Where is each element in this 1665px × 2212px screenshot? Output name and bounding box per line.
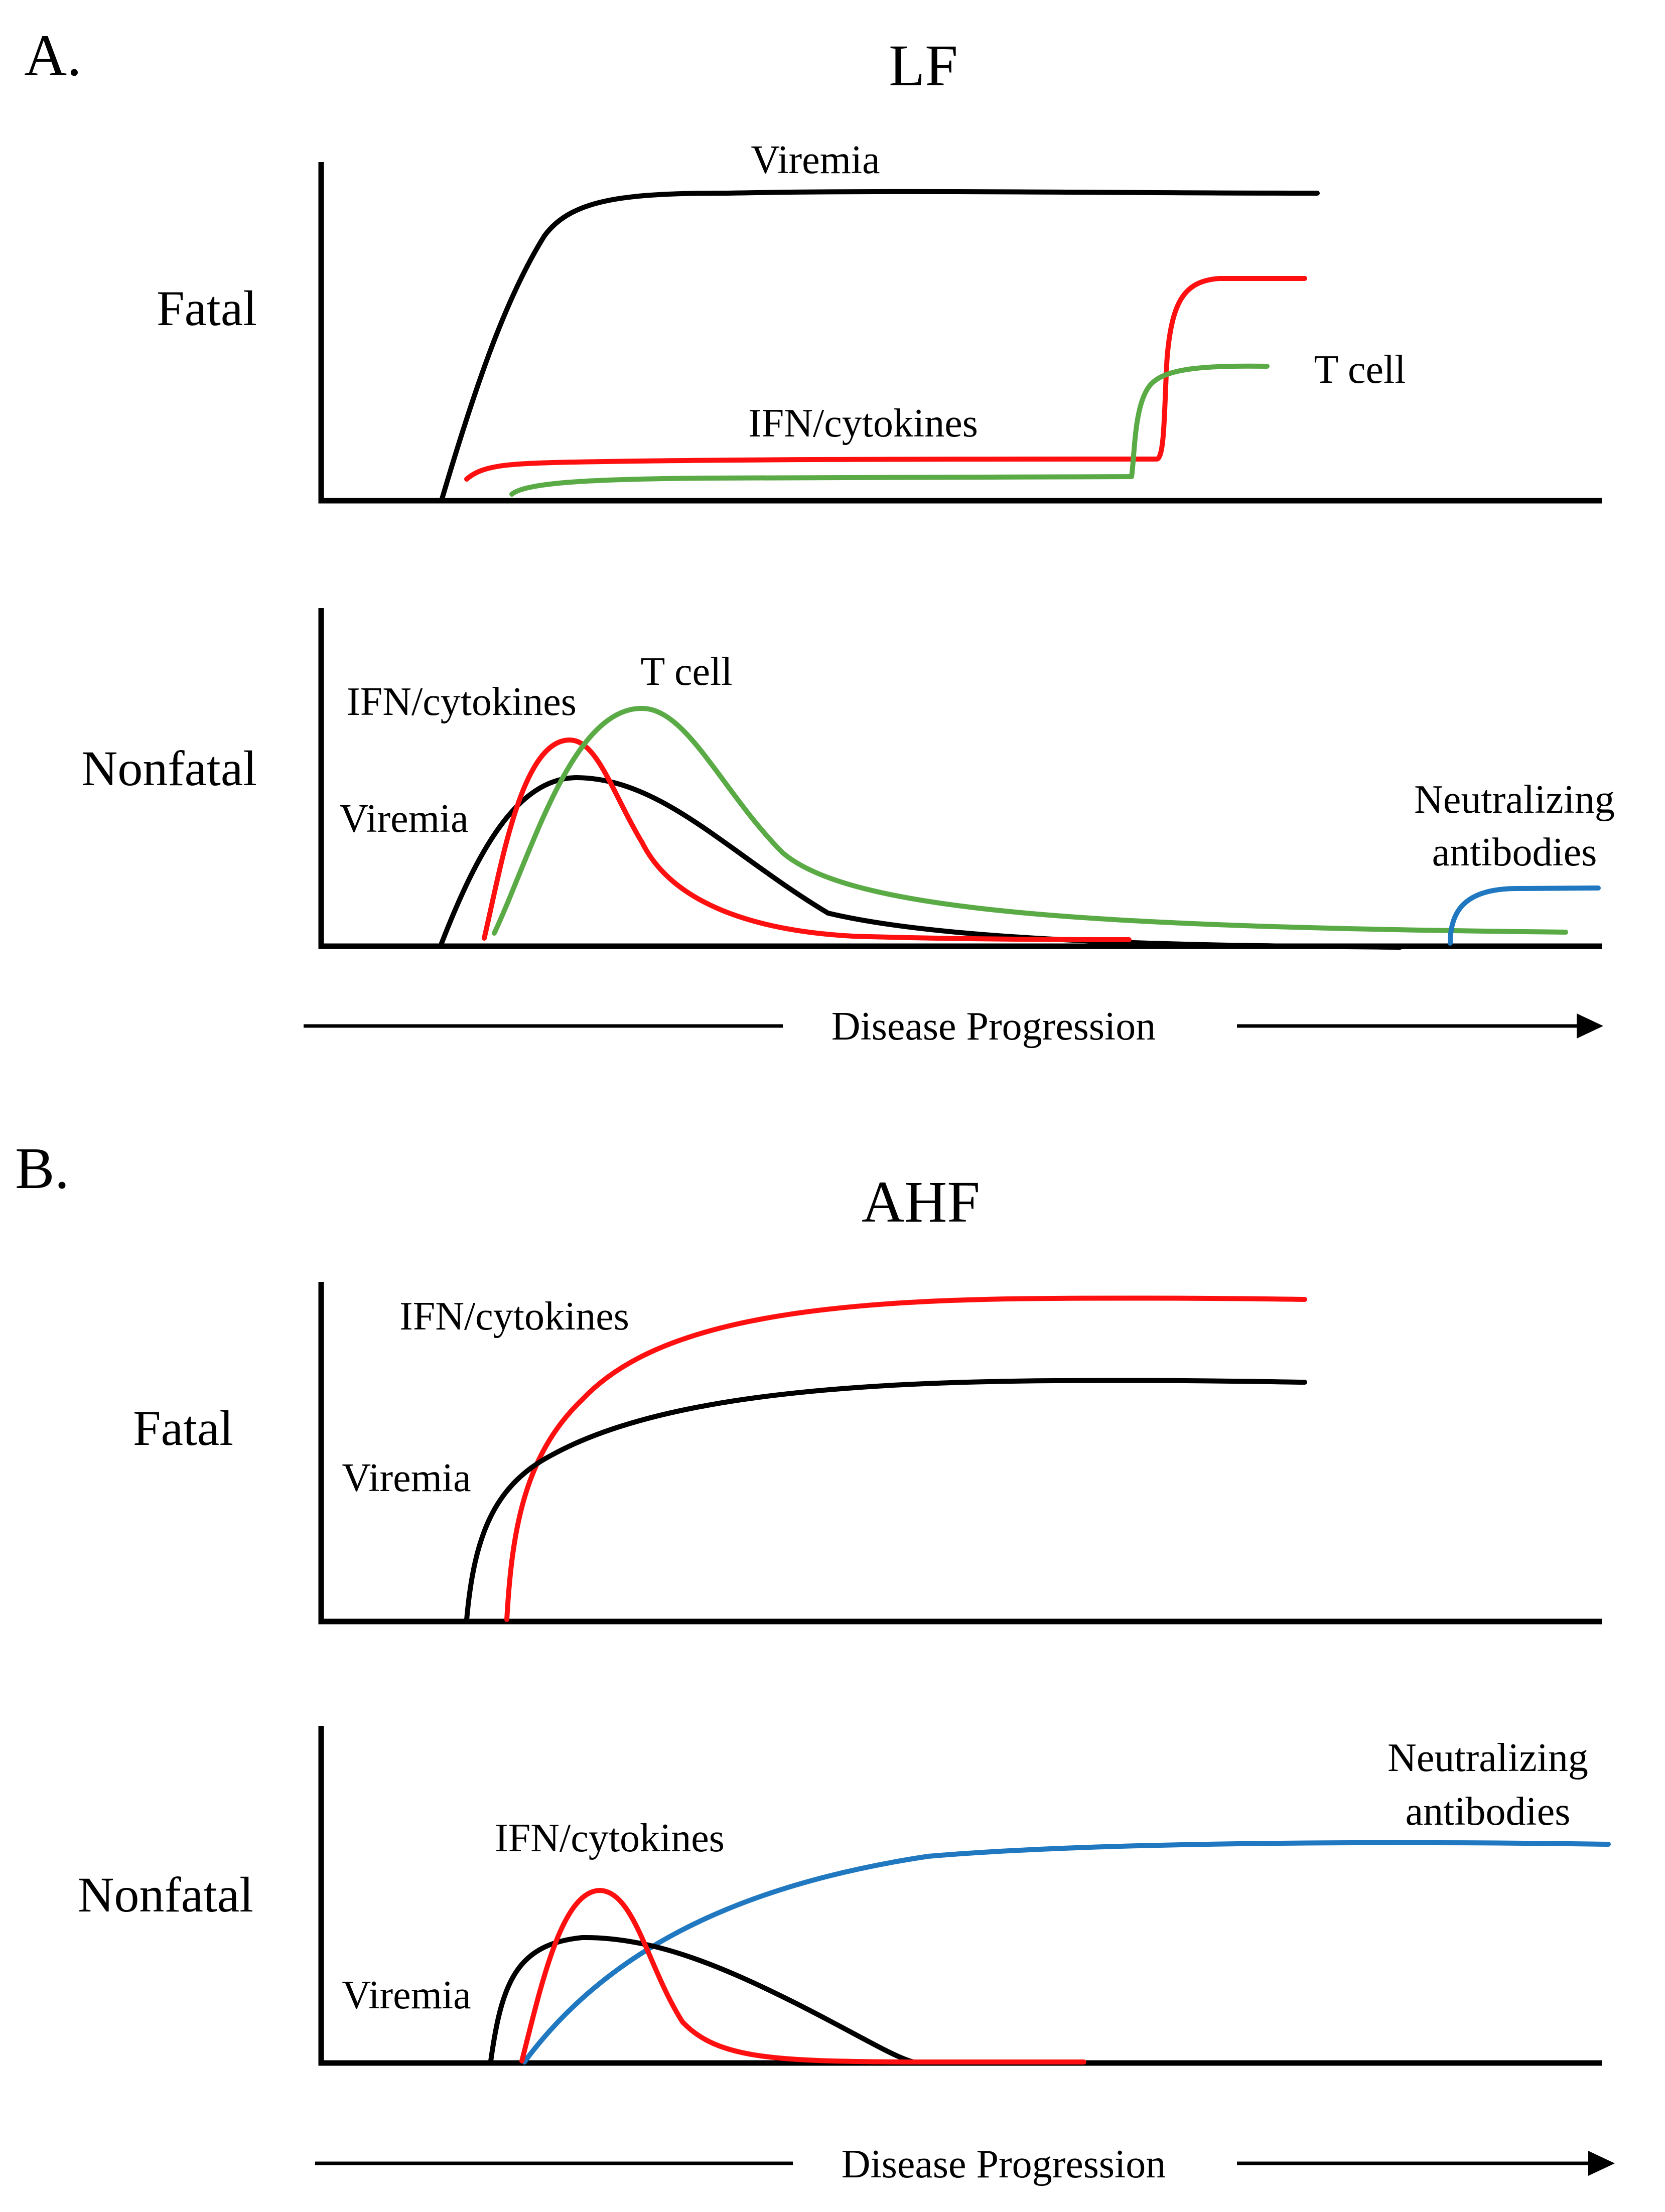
panel-b-fatal-viremia-label: Viremia xyxy=(342,1456,471,1500)
panel-b-nonfatal-antibodies-label-line2: antibodies xyxy=(1406,1790,1571,1834)
panel-b-fatal-plot: Fatal IFN/cytokines Viremia xyxy=(133,1282,1602,1625)
panel-a-nonfatal-plot: Nonfatal IFN/cytokines T cell Viremia Ne… xyxy=(81,608,1615,950)
panel-a-title: LF xyxy=(889,33,958,98)
panel-b-nonfatal-axes xyxy=(318,1726,1602,2066)
panel-a-nonfatal-viremia-label: Viremia xyxy=(339,797,468,841)
panel-a-fatal-tcell-curve xyxy=(509,363,1270,497)
panel-a-progression-label: Disease Progression xyxy=(831,1004,1156,1049)
panel-a-letter: A. xyxy=(24,23,82,88)
panel-b-nonfatal-viremia-curve xyxy=(488,1935,916,2064)
panel-a-progression-axis: Disease Progression xyxy=(304,1004,1603,1049)
panel-a-fatal-viremia-label: Viremia xyxy=(751,138,880,182)
panel-a-nonfatal-tcell-label: T cell xyxy=(641,650,733,694)
panel-b-progression-arrowhead xyxy=(1588,2151,1615,2176)
panel-b-nonfatal-antibodies-label-line1: Neutralizing xyxy=(1388,1736,1588,1780)
panel-a-fatal-axes xyxy=(318,162,1602,504)
panel-a: A. LF Fatal Viremia IFN/cytokines T cell… xyxy=(24,23,1615,1049)
panel-b-progression-label: Disease Progression xyxy=(842,2142,1166,2186)
panel-b-fatal-axes xyxy=(318,1282,1602,1625)
panel-b-fatal-viremia-curve xyxy=(464,1378,1307,1622)
panel-a-nonfatal-viremia-curve xyxy=(439,775,1403,950)
panel-a-fatal-ifn-label: IFN/cytokines xyxy=(748,401,978,446)
panel-b-nonfatal-viremia-label: Viremia xyxy=(342,1973,471,2017)
panel-a-nonfatal-ifn-label: IFN/cytokines xyxy=(347,680,577,724)
panel-b-nonfatal-ifn-label: IFN/cytokines xyxy=(495,1816,725,1860)
panel-a-fatal-ifn-curve xyxy=(464,276,1307,482)
panel-b-fatal-ifn-label: IFN/cytokines xyxy=(399,1294,629,1339)
panel-a-nonfatal-antibodies-curve xyxy=(1448,886,1601,946)
panel-b-fatal-ifn-curve xyxy=(504,1295,1307,1622)
panel-b-fatal-row-label: Fatal xyxy=(133,1400,233,1456)
panel-a-fatal-row-label: Fatal xyxy=(157,280,257,336)
panel-a-fatal-plot: Fatal Viremia IFN/cytokines T cell xyxy=(157,138,1602,504)
panel-b-letter: B. xyxy=(15,1135,69,1201)
panel-b-nonfatal-plot: Nonfatal IFN/cytokines Viremia Neutraliz… xyxy=(78,1726,1611,2066)
panel-a-fatal-viremia-curve xyxy=(439,189,1320,503)
panel-b-nonfatal-row-label: Nonfatal xyxy=(78,1867,253,1923)
panel-b-title: AHF xyxy=(862,1169,980,1235)
panel-a-fatal-tcell-label: T cell xyxy=(1314,348,1406,392)
panel-a-nonfatal-row-label: Nonfatal xyxy=(81,741,257,796)
panel-b-nonfatal-ifn-curve xyxy=(519,1888,1086,2064)
panel-a-nonfatal-tcell-curve xyxy=(492,705,1568,936)
panel-b-progression-axis: Disease Progression xyxy=(315,2142,1615,2186)
panel-b-nonfatal-antibodies-curve xyxy=(522,1840,1611,2064)
panel-b: B. AHF Fatal IFN/cytokines Viremia Nonfa… xyxy=(15,1135,1615,2186)
panel-a-nonfatal-ifn-curve xyxy=(482,738,1132,942)
panel-a-nonfatal-antibodies-label-line2: antibodies xyxy=(1432,830,1597,874)
panel-a-progression-arrowhead xyxy=(1577,1013,1603,1039)
panel-a-nonfatal-antibodies-label-line1: Neutralizing xyxy=(1414,778,1615,822)
